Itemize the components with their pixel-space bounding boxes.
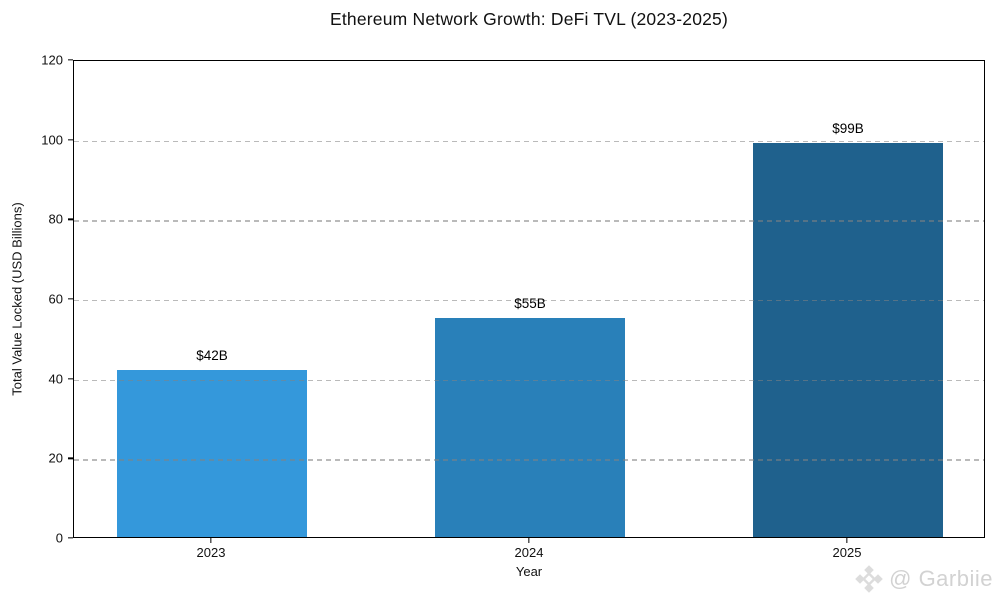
ytick-mark-20 xyxy=(68,457,73,459)
xtick-mark-2023 xyxy=(210,538,212,543)
bar-value-label-2025: $99B xyxy=(832,120,864,136)
ytick-mark-100 xyxy=(68,139,73,141)
ytick-label-80: 80 xyxy=(48,211,63,227)
chart-title: Ethereum Network Growth: DeFi TVL (2023-… xyxy=(329,9,729,29)
bar-2025 xyxy=(753,142,943,537)
watermark-text: @ Garbiie xyxy=(889,566,993,591)
bar-value-label-2023: $42B xyxy=(196,347,228,363)
xtick-label-2023: 2023 xyxy=(196,545,226,560)
gridline-100 xyxy=(74,140,984,142)
gridline-60 xyxy=(74,300,984,302)
gridline-80 xyxy=(74,220,984,222)
bnb-diamond-icon xyxy=(855,565,883,593)
xtick-mark-2025 xyxy=(846,538,848,543)
bar-value-label-2024: $55B xyxy=(514,295,546,311)
gridline-40 xyxy=(74,379,984,381)
xtick-mark-2024 xyxy=(528,538,530,543)
ytick-mark-60 xyxy=(68,298,73,300)
ytick-label-0: 0 xyxy=(55,530,63,546)
xtick-label-2025: 2025 xyxy=(832,545,862,560)
ytick-label-60: 60 xyxy=(48,291,63,307)
x-axis-label: Year xyxy=(515,564,543,579)
ytick-label-100: 100 xyxy=(41,132,63,148)
watermark: @ Garbiie xyxy=(854,564,993,594)
ytick-label-120: 120 xyxy=(41,52,63,68)
plot-area: $42B $55B $99B xyxy=(73,60,985,538)
ytick-mark-0 xyxy=(68,537,73,539)
ytick-label-40: 40 xyxy=(48,371,63,387)
bar-2024 xyxy=(435,317,625,537)
bar-2023 xyxy=(117,369,307,537)
ytick-mark-80 xyxy=(68,218,73,220)
ytick-mark-40 xyxy=(68,378,73,380)
gridline-20 xyxy=(74,459,984,461)
xtick-label-2024: 2024 xyxy=(514,545,544,560)
ytick-mark-120 xyxy=(68,59,73,61)
ytick-label-20: 20 xyxy=(48,450,63,466)
